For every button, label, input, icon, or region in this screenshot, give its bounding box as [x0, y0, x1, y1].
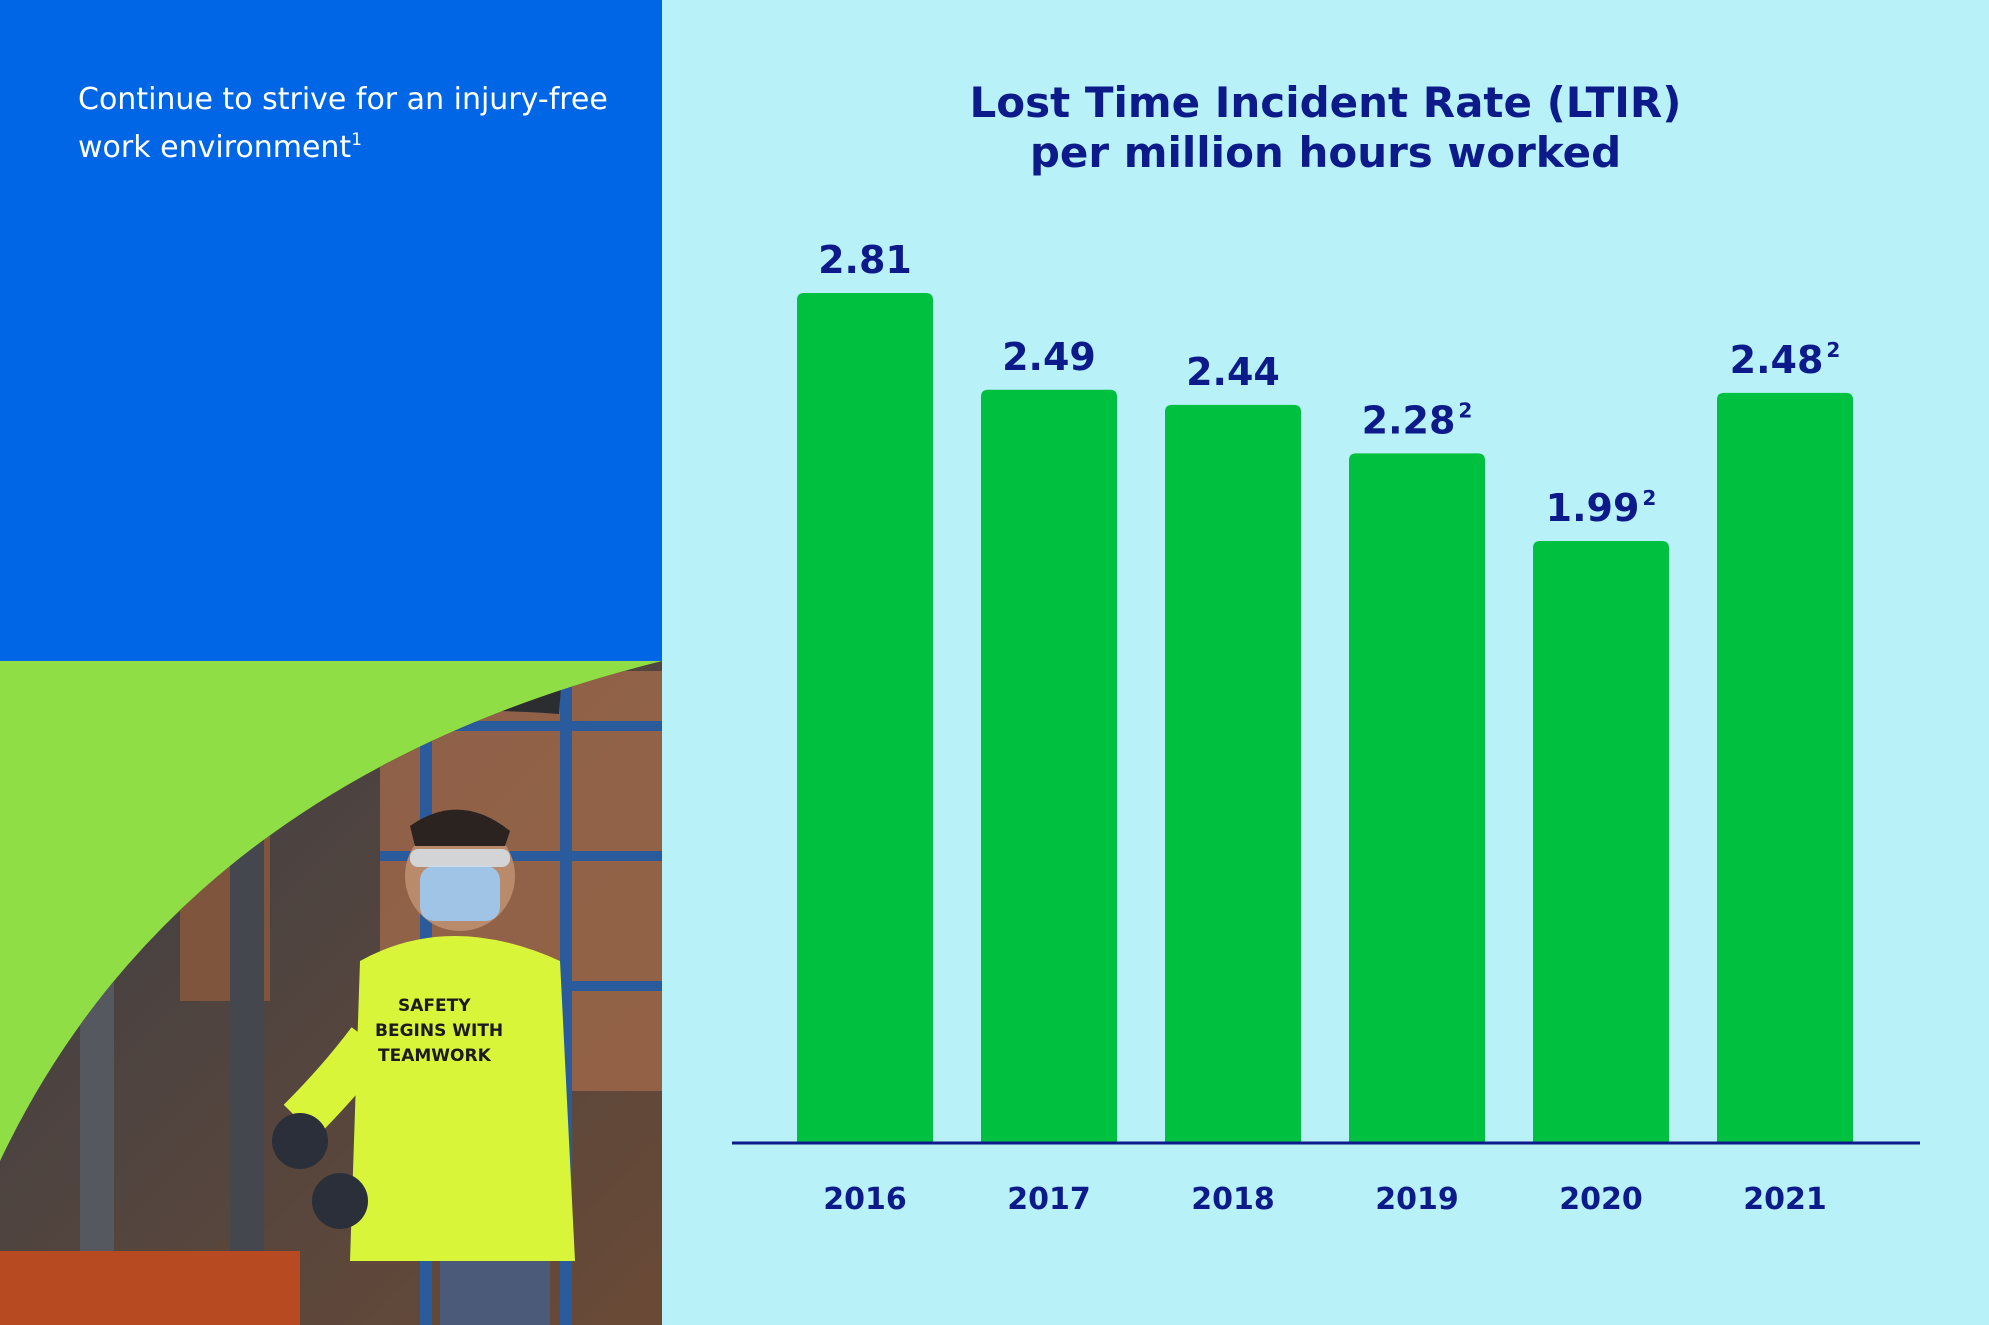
value-label-2019: 2.28 2 [1362, 398, 1473, 442]
tagline: Continue to strive for an injury-free wo… [78, 76, 638, 172]
tagline-footnote: 1 [351, 130, 363, 150]
bar-2019 [1349, 453, 1485, 1143]
value-label-2020: 1.99 2 [1546, 486, 1657, 530]
x-tick-label-2020: 2020 [1559, 1182, 1643, 1217]
chart-title: Lost Time Incident Rate (LTIR) [969, 78, 1682, 127]
chart-title-block: Lost Time Incident Rate (LTIR) per milli… [662, 78, 1989, 178]
forklift-worker-photo: SAFETY BEGINS WITH TEAMWORK [0, 661, 662, 1325]
shirt-text-line-2: BEGINS WITH [375, 1021, 503, 1041]
bar-2016 [797, 293, 933, 1143]
blue-panel [0, 0, 662, 661]
bar-2018 [1165, 404, 1301, 1143]
bar-2021 [1717, 392, 1853, 1144]
x-tick-label-2016: 2016 [823, 1182, 907, 1217]
x-tick-label-2017: 2017 [1007, 1182, 1091, 1217]
tagline-text: Continue to strive for an injury-free wo… [78, 82, 608, 165]
bar-2017 [981, 389, 1117, 1144]
chart-subtitle: per million hours worked [1029, 128, 1622, 177]
value-label-2021: 2.48 2 [1730, 338, 1841, 382]
x-tick-label-2018: 2018 [1191, 1182, 1275, 1217]
shirt-text-line-1: SAFETY [398, 996, 471, 1016]
shirt-text-line-3: TEAMWORK [378, 1046, 492, 1066]
value-label-2017: 2.49 [1002, 335, 1096, 379]
photo-illustration: SAFETY BEGINS WITH TEAMWORK [0, 661, 662, 1325]
value-label-2018: 2.44 [1186, 350, 1280, 394]
x-tick-label-2021: 2021 [1743, 1182, 1827, 1217]
bar-2020 [1533, 541, 1669, 1143]
x-tick-label-2019: 2019 [1375, 1182, 1459, 1217]
value-label-2016: 2.81 [818, 238, 912, 282]
